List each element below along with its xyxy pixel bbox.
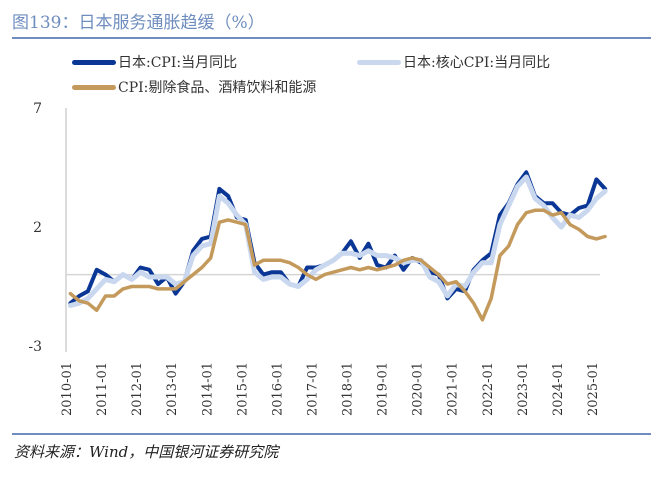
x-tick-label: 2015-01	[235, 362, 250, 416]
x-tick-label: 2011-01	[95, 362, 110, 416]
x-tick-label: 2022-01	[481, 362, 496, 416]
chart-title: 图139：日本服务通胀趋缓（%）	[12, 13, 265, 33]
x-tick-label: 2018-01	[341, 362, 356, 416]
series-line-1	[67, 174, 608, 308]
x-tick-label: 2020-01	[411, 362, 426, 416]
y-tick-label: 2	[33, 220, 42, 236]
x-tick-label: 2017-01	[305, 362, 320, 416]
x-tick-label: 2021-01	[446, 362, 461, 416]
x-tick-label: 2019-01	[376, 362, 391, 416]
x-tick-label: 2023-01	[516, 362, 531, 416]
x-tick-label: 2025-01	[586, 362, 601, 416]
x-tick-label: 2014-01	[200, 362, 215, 416]
source-divider	[12, 433, 651, 435]
y-tick-label: -3	[28, 339, 42, 355]
legend-swatch	[72, 84, 116, 90]
series-line-2	[68, 208, 607, 322]
title-divider	[12, 37, 651, 39]
legend-label: 日本:CPI:当月同比	[118, 55, 238, 71]
legend-item-core-cpi: 日本:核心CPI:当月同比	[357, 52, 550, 72]
x-tick-label: 2012-01	[130, 362, 145, 416]
y-tick-label: 7	[33, 101, 42, 117]
series-line-0	[68, 170, 608, 306]
x-tick-label: 2013-01	[165, 362, 180, 416]
x-tick-label: 2016-01	[270, 362, 285, 416]
x-tick-label: 2024-01	[551, 362, 566, 416]
legend-item-core-core-cpi: CPI:剔除食品、酒精饮料和能源	[72, 77, 316, 97]
legend-item-cpi: 日本:CPI:当月同比	[72, 52, 237, 72]
x-tick-label: 2010-01	[60, 362, 75, 416]
legend-swatch	[72, 59, 116, 65]
legend-label: 日本:核心CPI:当月同比	[403, 55, 551, 71]
source-note: 资料来源：Wind，中国银河证券研究院	[14, 443, 279, 461]
legend-swatch	[357, 59, 401, 65]
legend-label: CPI:剔除食品、酒精饮料和能源	[118, 80, 317, 96]
